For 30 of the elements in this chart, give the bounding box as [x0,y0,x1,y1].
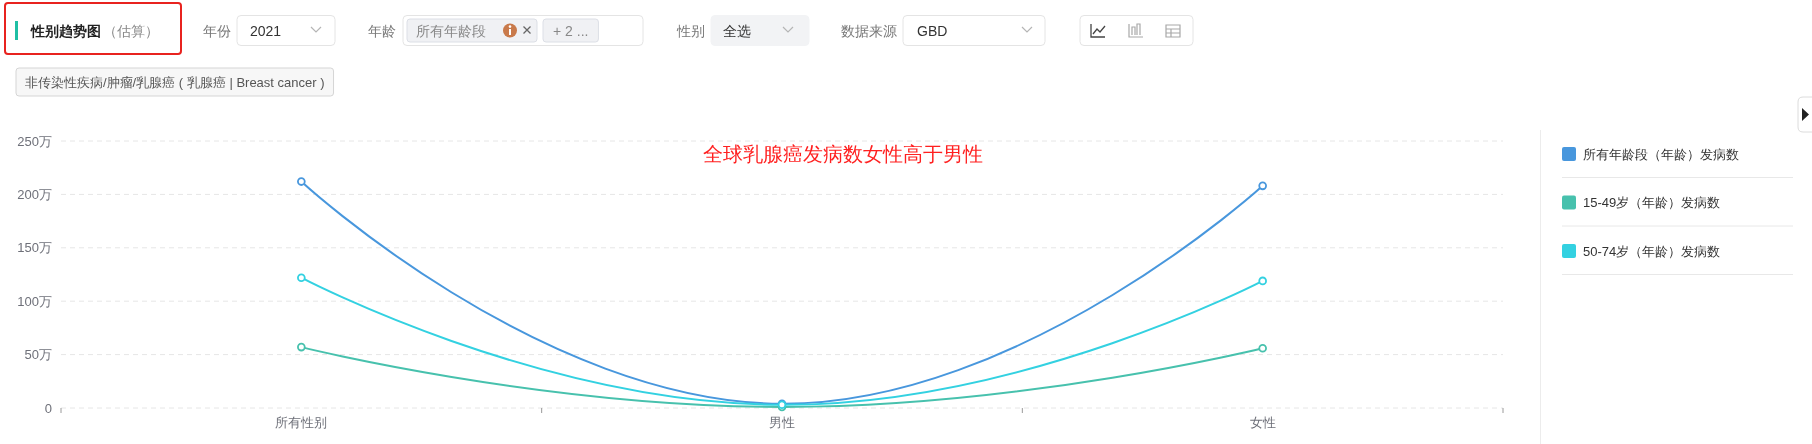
field-label: 年龄 [368,23,396,39]
y-tick-label: 0 [44,400,52,416]
y-tick-label: 100万 [17,293,52,309]
point [297,177,306,186]
x-tick-label: 所有性别 [275,414,328,430]
x-tick-label: 男性 [769,414,795,430]
note: 全球乳腺癌发病数女性高于男性 [703,143,983,165]
point [1258,343,1267,353]
title: 性别趋势图 [31,23,101,39]
point [1258,181,1267,191]
tag-disease: 非传染性疾病/肿瘤/乳腺癌 ( 乳腺癌 | Breast cancer ) [15,67,335,97]
select: 全选 [710,15,810,46]
x-tick-label: 女性 [1249,414,1276,430]
legend-item: 15-49岁（年龄）发病数 [1562,195,1721,210]
tag-more: + 2 ... [542,18,599,43]
select: GBD [902,15,1046,46]
field-label: 性别 [677,23,705,39]
legend-item: 所有年龄段（年龄）发病数 [1562,146,1739,162]
y-tick-label: 250万 [17,133,52,149]
point [297,342,306,352]
y-tick-label: 50万 [24,347,52,363]
field-label: 数据来源 [841,23,897,39]
select: 2021 [236,15,336,46]
subtitle: （估算） [103,23,159,39]
field-label: 年份 [203,23,231,39]
y-tick-label: 150万 [17,240,52,256]
legend-item: 50-74岁（年龄）发病数 [1562,243,1721,259]
point [1258,276,1267,286]
y-tick-label: 200万 [17,186,52,202]
point [297,273,306,282]
